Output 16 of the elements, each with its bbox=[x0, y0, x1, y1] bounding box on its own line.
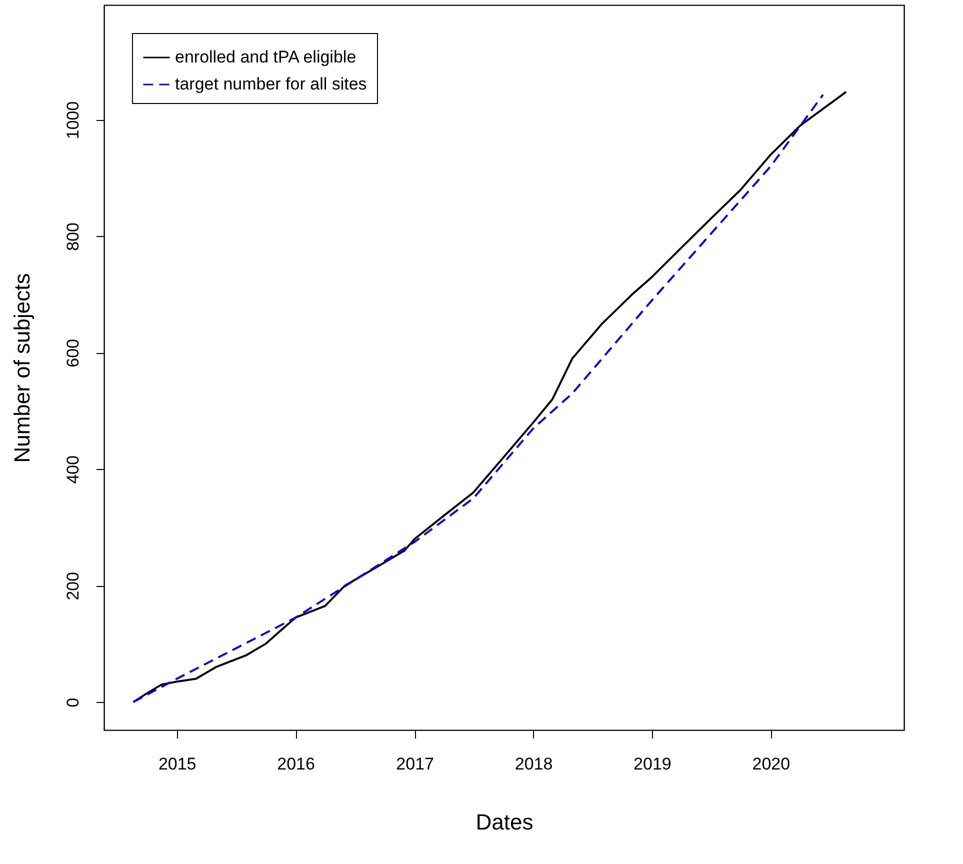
x-tick-label: 2018 bbox=[514, 754, 553, 774]
y-tick-label: 0 bbox=[64, 698, 82, 708]
y-axis-title: Number of subjects bbox=[10, 273, 34, 463]
y-tick-label: 400 bbox=[64, 455, 82, 484]
legend-label: enrolled and tPA eligible bbox=[175, 48, 356, 66]
x-tick-label: 2015 bbox=[158, 754, 196, 774]
legend-label: target number for all sites bbox=[175, 74, 367, 94]
y-tick-label: 200 bbox=[64, 572, 82, 600]
x-axis-title: Dates bbox=[476, 810, 534, 834]
x-tick-label: 2019 bbox=[634, 754, 672, 774]
x-tick-label: 2020 bbox=[752, 754, 790, 774]
y-tick-label: 1000 bbox=[64, 101, 82, 140]
y-tick-label: 800 bbox=[64, 222, 82, 251]
x-tick-label: 2017 bbox=[396, 754, 434, 774]
x-tick-label: 2016 bbox=[277, 754, 315, 774]
y-tick-label: 600 bbox=[64, 338, 82, 368]
